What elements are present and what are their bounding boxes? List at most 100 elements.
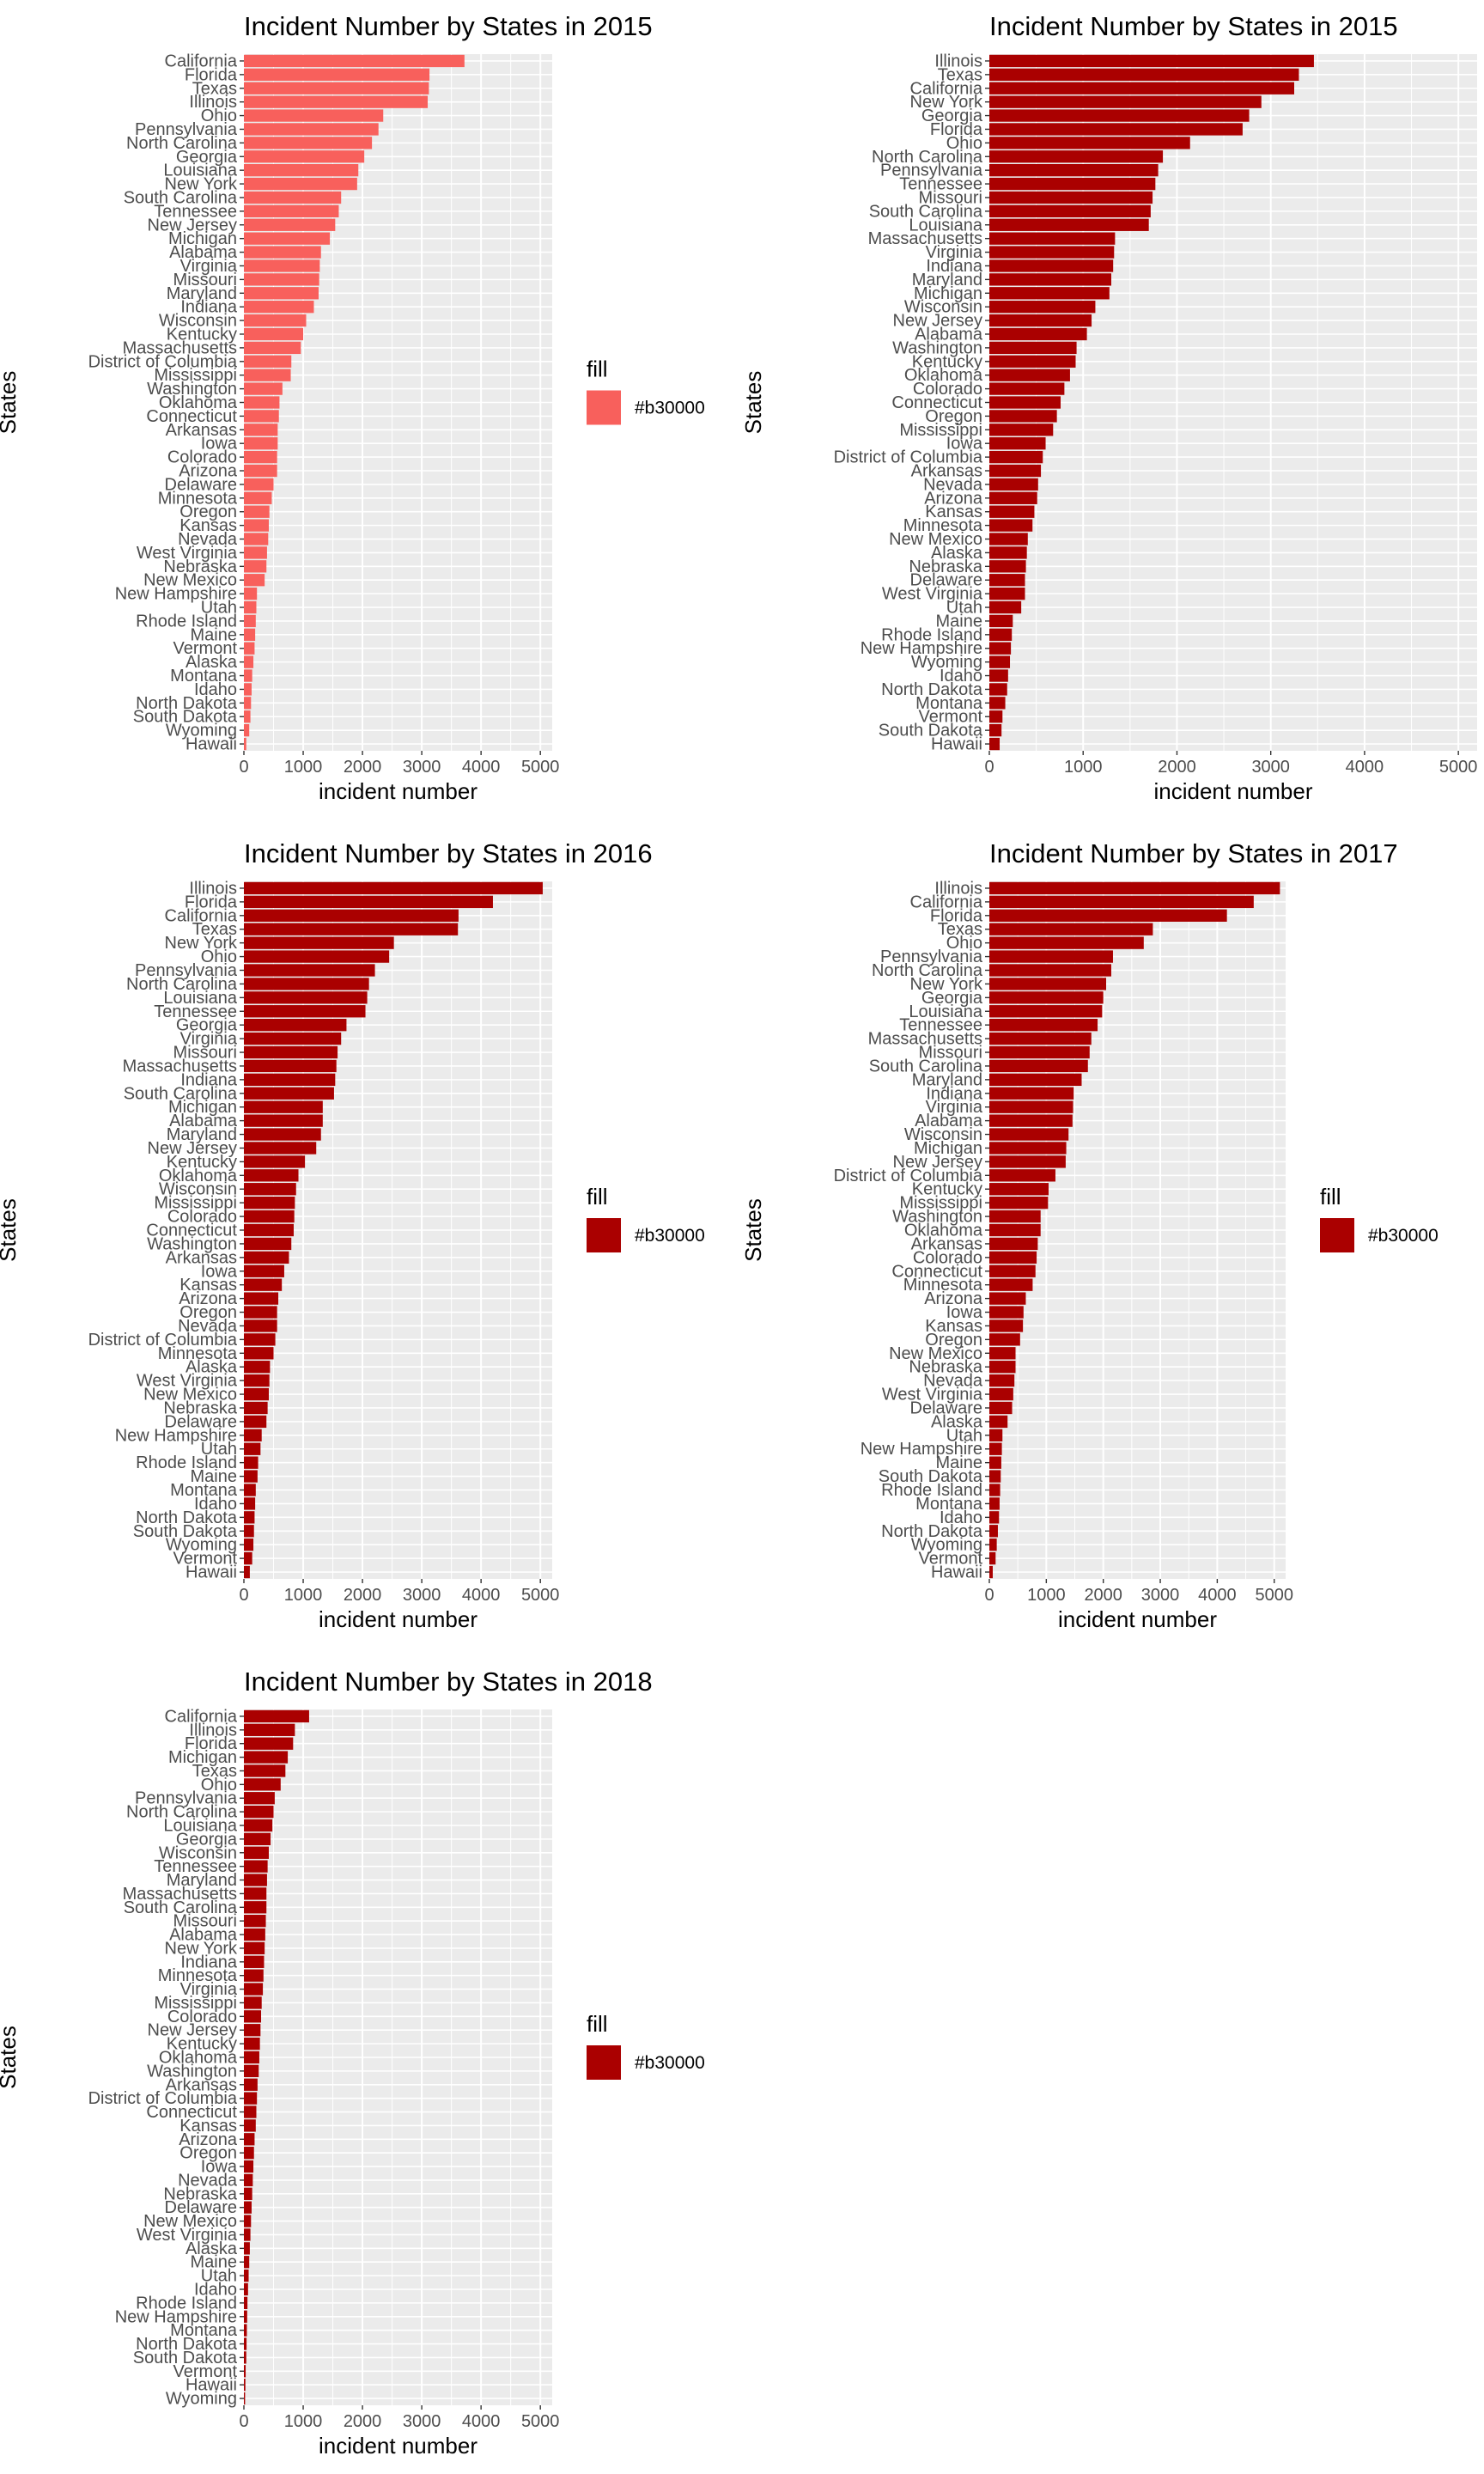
bar bbox=[244, 1887, 267, 1900]
y-tick-label: Missouri bbox=[919, 1044, 982, 1063]
y-tick-label: Vermont bbox=[173, 2362, 238, 2381]
bar bbox=[989, 642, 1012, 655]
bar bbox=[989, 978, 1107, 990]
bar bbox=[244, 2379, 246, 2392]
x-tick-label: 1000 bbox=[1027, 1586, 1066, 1605]
y-tick-label: Montana bbox=[170, 2321, 238, 2340]
bar bbox=[244, 1251, 289, 1264]
y-tick-label: Utah bbox=[201, 599, 237, 618]
y-tick-label: Delaware bbox=[165, 475, 237, 494]
y-tick-label: Wyoming bbox=[166, 1536, 237, 1555]
legend-title: fill bbox=[587, 356, 608, 382]
bar bbox=[244, 424, 278, 436]
bar bbox=[244, 491, 272, 504]
y-tick-label: Utah bbox=[946, 1426, 982, 1445]
y-tick-label: Delaware bbox=[165, 1412, 237, 1431]
y-tick-label: Georgia bbox=[176, 148, 238, 167]
bar bbox=[989, 1374, 1015, 1387]
y-tick-label: Washington bbox=[892, 338, 982, 357]
bar bbox=[989, 1210, 1041, 1223]
bar bbox=[989, 1456, 1001, 1469]
y-tick-label: Pennsylvania bbox=[880, 161, 983, 180]
bar bbox=[989, 1484, 1000, 1496]
bar bbox=[989, 1551, 996, 1565]
y-tick-label: New Hampshire bbox=[861, 1440, 982, 1459]
bar bbox=[989, 1196, 1049, 1210]
y-tick-label: Maine bbox=[191, 2253, 237, 2272]
bar bbox=[244, 895, 493, 909]
legend-swatch bbox=[1320, 1218, 1354, 1252]
y-tick-label: Connecticut bbox=[891, 393, 982, 412]
y-tick-label: Oklahoma bbox=[159, 2049, 238, 2068]
y-tick-label: West Virginia bbox=[137, 2226, 238, 2245]
x-tick-label: 5000 bbox=[1439, 758, 1478, 777]
y-tick-label: Minnesota bbox=[903, 516, 983, 535]
x-tick-label: 1000 bbox=[1064, 758, 1103, 777]
bar bbox=[989, 964, 1111, 977]
bar bbox=[244, 2050, 259, 2064]
x-tick-label: 0 bbox=[239, 1586, 248, 1605]
y-tick-label: Nebraska bbox=[163, 1398, 237, 1417]
x-tick-label: 0 bbox=[984, 1586, 994, 1605]
y-tick-label: New York bbox=[910, 93, 983, 112]
y-axis-label: States bbox=[0, 2026, 21, 2089]
y-tick-label: Michigan bbox=[914, 1139, 982, 1158]
bar bbox=[244, 2324, 247, 2337]
y-tick-label: Tennessee bbox=[899, 175, 982, 194]
y-tick-label: Iowa bbox=[946, 435, 983, 454]
y-tick-label: Arizona bbox=[179, 462, 238, 481]
bar bbox=[244, 923, 459, 935]
x-tick-label: 2000 bbox=[1084, 1586, 1122, 1605]
y-tick-label: Louisiana bbox=[163, 989, 238, 1008]
bar bbox=[989, 218, 1149, 231]
y-tick-label: Georgia bbox=[176, 1016, 238, 1035]
bar bbox=[244, 1764, 286, 1777]
y-tick-label: Tennessee bbox=[154, 1857, 237, 1876]
y-tick-label: West Virginia bbox=[882, 1386, 983, 1405]
y-tick-label: New Jersey bbox=[148, 1139, 237, 1158]
bar bbox=[989, 450, 1043, 464]
y-tick-label: North Dakota bbox=[881, 1522, 983, 1541]
bar bbox=[989, 478, 1038, 491]
y-tick-label: Maine bbox=[191, 625, 237, 644]
bar bbox=[244, 2365, 246, 2378]
y-tick-label: District of Columbia bbox=[88, 352, 238, 371]
y-tick-label: Colorado bbox=[167, 2008, 237, 2026]
y-tick-label: Montana bbox=[915, 694, 983, 713]
y-tick-label: Missouri bbox=[173, 1912, 237, 1931]
y-tick-label: South Dakota bbox=[133, 2349, 238, 2367]
y-tick-label: Indiana bbox=[180, 1953, 237, 1971]
y-tick-label: Maine bbox=[936, 1453, 982, 1472]
y-tick-label: Kentucky bbox=[167, 325, 237, 344]
y-tick-label: New Mexico bbox=[143, 2212, 237, 2231]
y-tick-label: Michigan bbox=[168, 1748, 237, 1767]
y-tick-label: New Mexico bbox=[889, 1344, 982, 1363]
bar bbox=[989, 1292, 1026, 1305]
y-tick-label: Iowa bbox=[201, 435, 238, 454]
bar bbox=[244, 177, 357, 191]
y-tick-label: North Dakota bbox=[136, 694, 238, 713]
bar bbox=[244, 82, 429, 94]
y-tick-label: Kentucky bbox=[912, 352, 982, 371]
y-tick-label: South Carolina bbox=[124, 1084, 238, 1103]
y-tick-label: Connecticut bbox=[146, 407, 237, 426]
y-tick-label: Maine bbox=[936, 612, 982, 631]
y-tick-label: South Dakota bbox=[879, 722, 983, 740]
bar bbox=[989, 314, 1092, 327]
y-tick-label: Vermont bbox=[173, 1550, 238, 1569]
y-tick-label: Rhode Island bbox=[136, 612, 237, 631]
y-tick-label: Massachusetts bbox=[868, 229, 982, 248]
y-tick-label: Iowa bbox=[201, 2158, 238, 2177]
bar bbox=[244, 314, 307, 327]
y-tick-label: Idaho bbox=[940, 1508, 982, 1527]
bar bbox=[989, 614, 1013, 628]
bar bbox=[989, 191, 1153, 204]
bar bbox=[244, 2024, 261, 2037]
y-tick-label: Oregon bbox=[179, 503, 237, 521]
y-tick-label: Georgia bbox=[921, 989, 983, 1008]
y-tick-label: Alabama bbox=[169, 1926, 238, 1945]
bar bbox=[244, 464, 277, 478]
y-tick-label: Nebraska bbox=[163, 558, 237, 576]
bar bbox=[244, 204, 339, 218]
bar bbox=[244, 574, 265, 587]
